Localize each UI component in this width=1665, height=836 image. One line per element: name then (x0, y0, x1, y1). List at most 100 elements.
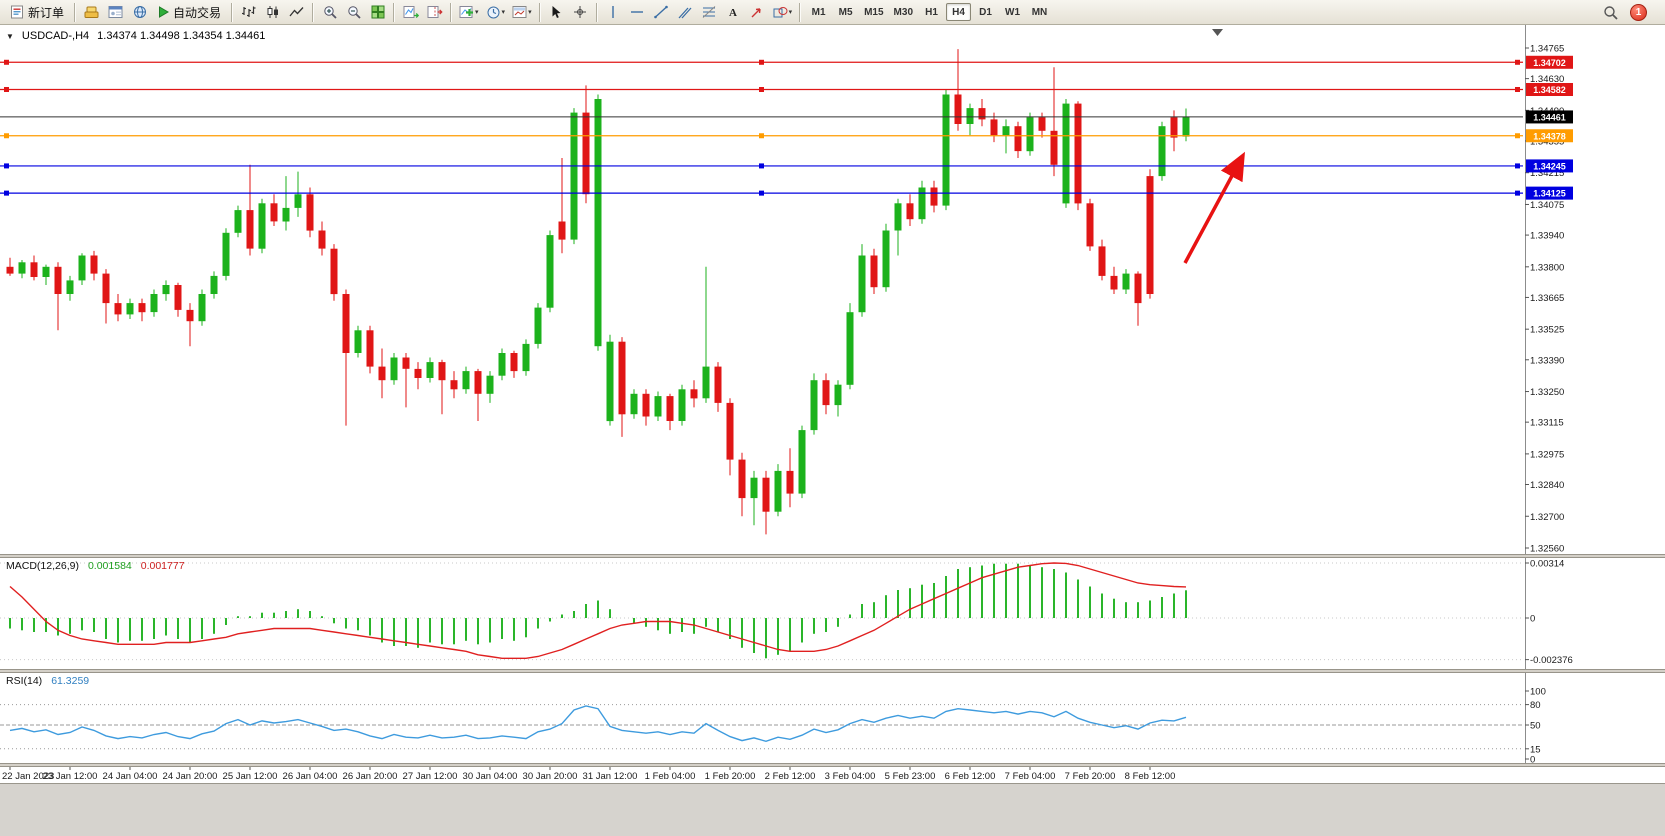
notification-badge[interactable]: 1 (1630, 3, 1647, 21)
price-badge-label: 1.34245 (1533, 161, 1566, 171)
accounts-button[interactable] (104, 2, 127, 23)
toolbar-separator (231, 2, 234, 22)
new-order-icon (11, 5, 23, 19)
line-handle[interactable] (759, 190, 764, 196)
fibonacci-tool-button[interactable] (698, 2, 721, 23)
tile-windows-button[interactable] (366, 2, 389, 23)
rsi-panel[interactable]: 100 80 50 150 (0, 673, 1665, 763)
chart-shift-icon (427, 6, 443, 18)
candle-body (762, 477, 770, 512)
trendline-tool-button[interactable] (650, 2, 673, 23)
gold-finance-icon (84, 6, 99, 18)
horizontal-line-tool-button[interactable] (626, 2, 649, 23)
line-handle[interactable] (1515, 86, 1520, 92)
panel-splitter[interactable] (0, 763, 1665, 767)
line-handle[interactable] (759, 59, 764, 65)
timeframe-h4[interactable]: H4 (946, 3, 971, 21)
line-chart-button[interactable] (285, 2, 308, 23)
crosshair-tool-button[interactable] (569, 2, 592, 23)
macd-signal-line (9, 562, 1187, 660)
candle-body (498, 353, 506, 376)
panel-splitter[interactable] (0, 669, 1665, 673)
text-tool-button[interactable]: A (722, 2, 745, 23)
timeframe-h1[interactable]: H1 (919, 3, 944, 21)
candle-body (414, 368, 422, 378)
candle-body (750, 477, 758, 499)
crosshair-icon (574, 6, 587, 18)
zoom-in-button[interactable] (318, 2, 341, 23)
candle-body (978, 108, 986, 120)
channel-icon (678, 7, 692, 19)
candle-body (810, 380, 818, 431)
candle-body (606, 341, 614, 422)
line-handle[interactable] (759, 133, 764, 139)
candlestick-chart-button[interactable] (261, 2, 284, 23)
candle-body (954, 94, 962, 124)
candle-body (486, 375, 494, 394)
timeframe-m15[interactable]: M15 (860, 3, 887, 21)
auto-scroll-button[interactable] (399, 2, 422, 23)
line-handle[interactable] (4, 59, 9, 65)
line-chart-icon (289, 7, 304, 17)
timeframe-w1[interactable]: W1 (1000, 3, 1025, 21)
chart-shift-button[interactable] (423, 2, 446, 23)
rsi-axis-label: 80 (1530, 700, 1541, 711)
line-handle[interactable] (4, 133, 9, 139)
arrows-tool-button[interactable] (746, 2, 769, 23)
candle-body (1050, 130, 1058, 165)
candle-body (1158, 126, 1166, 177)
timeframe-d1[interactable]: D1 (973, 3, 998, 21)
candle-body (534, 307, 542, 344)
timeframe-m5[interactable]: M5 (833, 3, 858, 21)
price-chart-panel[interactable]: 1.347651.346301.344901.343551.342151.340… (0, 25, 1665, 554)
zoom-out-button[interactable] (342, 2, 365, 23)
shapes-tool-button[interactable]: ▾ (770, 2, 796, 23)
price-badge-label: 1.34125 (1533, 189, 1566, 199)
rsi-line (9, 705, 1187, 743)
candle-body (1098, 246, 1106, 276)
timeframe-m30[interactable]: M30 (890, 3, 917, 21)
candle-body (18, 262, 26, 274)
search-icon[interactable] (1603, 5, 1618, 20)
line-handle[interactable] (4, 86, 9, 92)
line-handle[interactable] (1515, 59, 1520, 65)
panel-splitter[interactable] (0, 554, 1665, 558)
line-handle[interactable] (759, 163, 764, 169)
timeframe-mn[interactable]: MN (1027, 3, 1052, 21)
templates-button[interactable]: ▾ (509, 2, 535, 23)
account-window-icon (108, 6, 123, 18)
community-button[interactable] (128, 2, 151, 23)
line-handle[interactable] (1515, 163, 1520, 169)
candle-body (378, 366, 386, 381)
line-handle[interactable] (1515, 190, 1520, 196)
trend-arrow-annotation[interactable] (1183, 151, 1245, 264)
channel-tool-button[interactable] (674, 2, 697, 23)
line-handle[interactable] (759, 86, 764, 92)
candle-body (666, 396, 674, 421)
collapse-icon[interactable]: ▼ (6, 32, 14, 41)
timeframe-m1[interactable]: M1 (806, 3, 831, 21)
new-order-button[interactable]: 新订单 (4, 2, 70, 23)
price-tick-label: 1.32560 (1530, 544, 1564, 555)
line-handle[interactable] (1515, 133, 1520, 139)
line-handle[interactable] (4, 190, 9, 196)
auto-trading-button[interactable]: 自动交易 (152, 2, 227, 23)
macd-axis-label: 0 (1530, 614, 1535, 625)
rsi-axis-label: 50 (1530, 721, 1541, 732)
periods-button[interactable]: ▾ (483, 2, 509, 23)
candle-body (162, 285, 170, 295)
price-tick-label: 1.33115 (1530, 418, 1564, 429)
line-handle[interactable] (4, 163, 9, 169)
cursor-tool-button[interactable] (545, 2, 568, 23)
candle-body (906, 203, 914, 220)
price-badge (1526, 186, 1573, 200)
candle-body (894, 203, 902, 231)
macd-panel[interactable]: 0.00314 0 -0.002376 (0, 558, 1665, 669)
date-label: 7 Feb 04:00 (1005, 771, 1056, 782)
vertical-line-tool-button[interactable] (602, 2, 625, 23)
finance-button[interactable] (80, 2, 103, 23)
bars-chart-button[interactable] (237, 2, 260, 23)
candle-body (306, 194, 314, 231)
add-indicator-button[interactable]: ▾ (456, 2, 482, 23)
